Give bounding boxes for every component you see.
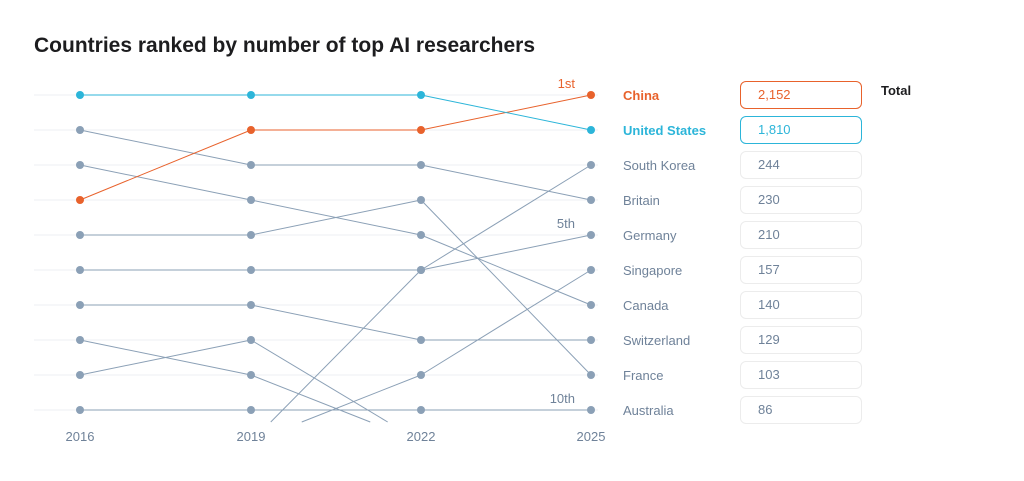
series-point-canada xyxy=(76,161,84,169)
series-point-britain xyxy=(417,161,425,169)
series-point-other xyxy=(247,336,255,344)
series-lines xyxy=(79,94,592,423)
series-point-australia xyxy=(247,406,255,414)
rank-annotation: 10th xyxy=(550,391,575,406)
series-point-china xyxy=(417,126,425,134)
x-tick-label: 2019 xyxy=(237,429,266,444)
series-line-other xyxy=(79,339,388,423)
country-label-china: China xyxy=(623,88,660,103)
country-label-united-states: United States xyxy=(623,123,706,138)
series-point-germany xyxy=(76,266,84,274)
series-point-switzerland xyxy=(587,336,595,344)
series-point-britain xyxy=(587,196,595,204)
x-tick-label: 2025 xyxy=(577,429,606,444)
series-line-germany xyxy=(80,234,592,271)
series-point-china xyxy=(587,91,595,99)
total-value-australia: 86 xyxy=(740,396,862,424)
rank-annotation: 1st xyxy=(558,76,576,91)
series-point-united-states xyxy=(247,91,255,99)
series-point-united-states xyxy=(587,126,595,134)
series-point-germany xyxy=(247,266,255,274)
total-value-china: 2,152 xyxy=(740,81,862,109)
total-value-france: 103 xyxy=(740,361,862,389)
series-point-australia xyxy=(587,406,595,414)
series-line-france xyxy=(80,199,592,376)
total-value-united-states: 1,810 xyxy=(740,116,862,144)
series-point-canada xyxy=(247,196,255,204)
series-line-south-korea xyxy=(270,164,592,423)
series-point-singapore xyxy=(587,266,595,274)
total-value-south-korea: 244 xyxy=(740,151,862,179)
series-line-singapore xyxy=(301,269,592,423)
series-point-china xyxy=(247,126,255,134)
series-point-united-states xyxy=(417,91,425,99)
series-point-canada xyxy=(587,301,595,309)
series-line-britain xyxy=(79,129,592,201)
country-label-south-korea: South Korea xyxy=(623,158,696,173)
series-point-germany xyxy=(587,231,595,239)
series-point-united-states xyxy=(76,91,84,99)
series-point-other xyxy=(76,371,84,379)
series-point-canada xyxy=(417,231,425,239)
x-tick-label: 2016 xyxy=(66,429,95,444)
country-label-singapore: Singapore xyxy=(623,263,682,278)
country-label-switzerland: Switzerland xyxy=(623,333,690,348)
total-value-canada: 140 xyxy=(740,291,862,319)
rank-annotation: 5th xyxy=(557,216,575,231)
series-point-other xyxy=(76,336,84,344)
total-value-singapore: 157 xyxy=(740,256,862,284)
series-point-france xyxy=(247,231,255,239)
total-value-germany: 210 xyxy=(740,221,862,249)
series-point-australia xyxy=(76,406,84,414)
total-column-header: Total xyxy=(881,83,912,98)
series-point-germany xyxy=(417,266,425,274)
country-label-france: France xyxy=(623,368,663,383)
series-point-france xyxy=(417,196,425,204)
chart-title: Countries ranked by number of top AI res… xyxy=(34,34,536,57)
country-label-australia: Australia xyxy=(623,403,674,418)
country-label-canada: Canada xyxy=(623,298,669,313)
x-tick-label: 2022 xyxy=(407,429,436,444)
country-label-germany: Germany xyxy=(623,228,677,243)
total-value-switzerland: 129 xyxy=(740,326,862,354)
series-point-switzerland xyxy=(76,301,84,309)
series-line-switzerland xyxy=(80,304,591,341)
series-line-united-states xyxy=(80,94,592,131)
chart-text: 2016 2019 2022 2025 1st 5th 10th China United St… xyxy=(66,76,707,444)
series-point-china xyxy=(76,196,84,204)
total-value-britain: 230 xyxy=(740,186,862,214)
series-point-south-korea xyxy=(587,161,595,169)
series-point-australia xyxy=(417,406,425,414)
country-label-britain: Britain xyxy=(623,193,660,208)
grid-lines xyxy=(34,94,598,411)
series-point-britain xyxy=(247,161,255,169)
series-point-britain xyxy=(76,126,84,134)
series-point-singapore xyxy=(417,371,425,379)
series-point-other xyxy=(247,371,255,379)
series-point-switzerland xyxy=(247,301,255,309)
series-points xyxy=(76,91,595,414)
series-point-switzerland xyxy=(417,336,425,344)
series-point-france xyxy=(76,231,84,239)
series-point-france xyxy=(587,371,595,379)
